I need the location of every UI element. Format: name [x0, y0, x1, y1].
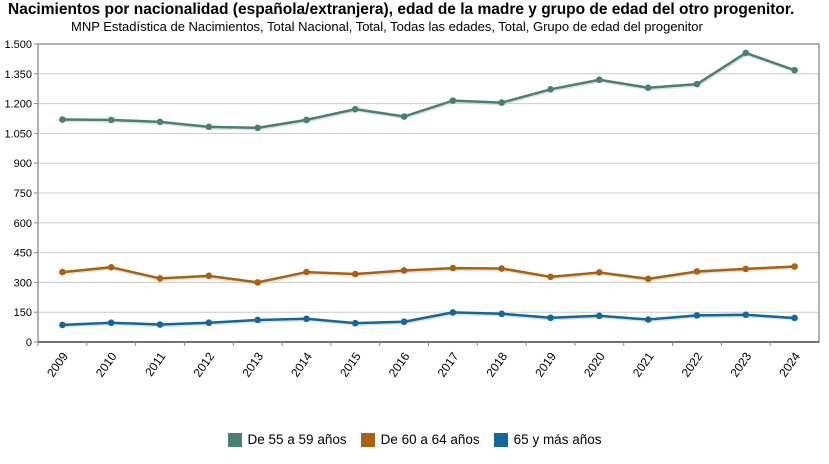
- data-point: [596, 269, 603, 276]
- series-shadow: [63, 53, 797, 131]
- legend-swatch: [360, 432, 375, 447]
- data-point: [547, 85, 554, 93]
- x-tick-label: 2021: [630, 349, 657, 379]
- data-point: [693, 80, 701, 88]
- data-point: [498, 99, 506, 106]
- data-point: [254, 316, 261, 324]
- data-point: [547, 273, 554, 281]
- data-point: [400, 318, 408, 326]
- y-tick-label: 150: [14, 307, 32, 319]
- data-point: [156, 275, 164, 282]
- data-point: [449, 264, 457, 272]
- x-tick-label: 2016: [386, 349, 413, 379]
- data-point: [547, 314, 554, 322]
- legend-label: De 55 a 59 años: [247, 432, 347, 447]
- data-point: [107, 116, 115, 124]
- data-point: [644, 84, 652, 92]
- data-point: [596, 76, 603, 84]
- x-tick-label: 2017: [435, 349, 462, 379]
- x-tick-label: 2019: [532, 349, 559, 379]
- y-tick-label: 1.050: [4, 128, 32, 140]
- data-point: [107, 319, 115, 327]
- y-tick-label: 900: [14, 158, 32, 170]
- series-line-0: [62, 51, 796, 130]
- x-tick-label: 2013: [239, 349, 266, 379]
- data-point: [254, 124, 261, 132]
- data-point: [351, 105, 359, 113]
- data-point: [254, 279, 261, 286]
- data-point: [742, 49, 750, 57]
- data-point: [596, 312, 603, 320]
- data-point: [498, 265, 506, 272]
- data-point: [742, 265, 750, 273]
- x-tick-label: 2011: [142, 349, 168, 378]
- y-tick-label: 750: [14, 188, 32, 200]
- data-point: [59, 116, 66, 123]
- y-tick-label: 1.350: [4, 69, 32, 81]
- y-tick-label: 300: [14, 277, 32, 289]
- data-point: [107, 264, 115, 271]
- x-tick-label: 2009: [44, 349, 71, 379]
- data-point: [449, 309, 457, 316]
- x-tick-label: 2010: [93, 349, 120, 379]
- y-tick-label: 1.500: [4, 39, 32, 51]
- data-point: [156, 321, 164, 328]
- data-point: [449, 97, 457, 104]
- y-tick-label: 450: [14, 248, 32, 260]
- x-tick-label: 2014: [288, 349, 315, 379]
- data-point: [156, 118, 164, 126]
- data-point: [400, 113, 408, 120]
- data-point: [59, 268, 66, 276]
- legend: De 55 a 59 años De 60 a 64 años 65 y más a…: [0, 432, 829, 447]
- x-tick-label: 2022: [679, 349, 706, 379]
- line-chart: 0 150 300 450 600 750 900 1.050 1.200 1.350 1.500 2…: [4, 39, 820, 380]
- data-point: [693, 312, 701, 319]
- x-tick-label: 2023: [727, 349, 754, 379]
- x-tick-label: 2018: [483, 349, 510, 379]
- data-point: [303, 268, 310, 276]
- legend-label: 65 y más años: [513, 432, 602, 447]
- data-point: [791, 66, 798, 74]
- data-point: [644, 275, 652, 283]
- y-tick-label: 600: [14, 218, 32, 230]
- data-point: [791, 314, 798, 322]
- x-tick-label: 2020: [581, 349, 608, 379]
- legend-item[interactable]: De 55 a 59 años: [227, 432, 347, 447]
- legend-swatch: [493, 432, 508, 447]
- data-point: [351, 270, 359, 278]
- x-tick-label: 2024: [776, 349, 803, 379]
- data-point: [303, 116, 310, 124]
- data-point: [205, 272, 213, 280]
- series-shadow: [63, 312, 796, 328]
- legend-item[interactable]: 65 y más años: [493, 432, 602, 447]
- data-point: [205, 319, 213, 327]
- data-point: [742, 311, 750, 319]
- series-line-2: [62, 311, 795, 327]
- data-point: [644, 316, 652, 323]
- chart-subtitle: MNP Estadística de Nacimientos, Total Na…: [71, 19, 703, 34]
- y-tick-label: 1.200: [4, 99, 32, 111]
- data-point: [59, 321, 66, 329]
- x-tick-label: 2012: [191, 349, 218, 379]
- y-tick-label: 0: [26, 337, 32, 349]
- data-point: [205, 123, 213, 131]
- legend-label: De 60 a 64 años: [380, 432, 480, 447]
- legend-swatch: [227, 432, 242, 447]
- data-point: [351, 319, 359, 327]
- data-point: [498, 310, 506, 318]
- data-point: [791, 263, 798, 270]
- data-point: [693, 268, 701, 275]
- chart-title: Nacimientos por nacionalidad (española/e…: [8, 1, 795, 18]
- legend-item[interactable]: De 60 a 64 años: [360, 432, 480, 447]
- data-point: [400, 267, 408, 274]
- series-shadow: [63, 266, 796, 286]
- series-line-1: [62, 265, 795, 284]
- data-point: [303, 315, 310, 323]
- x-tick-label: 2015: [337, 349, 364, 379]
